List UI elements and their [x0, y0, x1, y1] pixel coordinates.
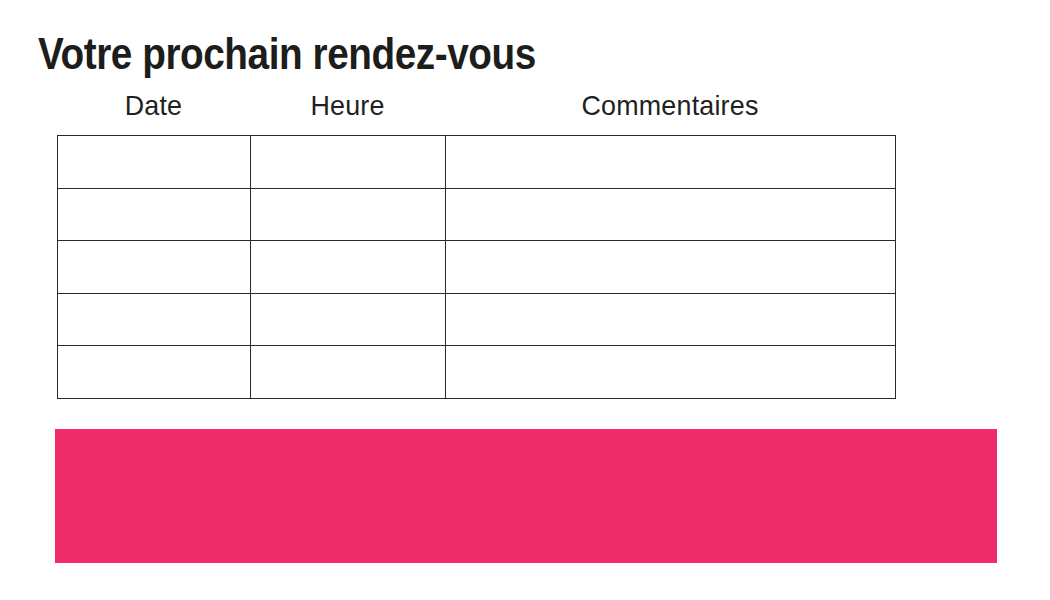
table-cell	[446, 136, 896, 189]
table-column-headers: Date Heure Commentaires	[57, 90, 895, 122]
table-cell	[58, 241, 251, 294]
table-cell	[58, 346, 251, 399]
table-row	[58, 293, 896, 346]
table-row	[58, 188, 896, 241]
table-cell	[446, 188, 896, 241]
column-header-commentaires: Commentaires	[454, 90, 886, 122]
table-cell	[251, 293, 446, 346]
appointments-table	[57, 135, 896, 399]
table-cell	[446, 346, 896, 399]
banner-rectangle	[55, 429, 997, 563]
page-title: Votre prochain rendez-vous	[38, 30, 536, 77]
column-header-heure: Heure	[254, 90, 441, 122]
table-cell	[446, 293, 896, 346]
page: Votre prochain rendez-vous Date Heure Co…	[0, 0, 1050, 600]
table-row	[58, 136, 896, 189]
table-cell	[58, 136, 251, 189]
table-row	[58, 346, 896, 399]
table-cell	[251, 346, 446, 399]
table-cell	[58, 293, 251, 346]
appointments-table-body	[58, 136, 896, 399]
table-cell	[251, 188, 446, 241]
table-cell	[446, 241, 896, 294]
table-row	[58, 241, 896, 294]
table-cell	[251, 241, 446, 294]
column-header-date: Date	[61, 90, 246, 122]
table-cell	[251, 136, 446, 189]
table-cell	[58, 188, 251, 241]
